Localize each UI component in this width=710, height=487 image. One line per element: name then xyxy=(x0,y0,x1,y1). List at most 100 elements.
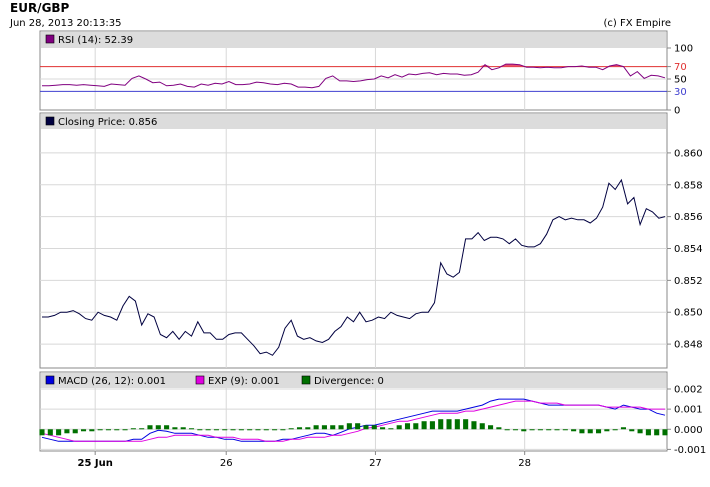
macd-divergence-bar-74 xyxy=(654,429,660,436)
macd-divergence-bar-61 xyxy=(546,429,552,431)
macd-divergence-bar-31 xyxy=(296,427,303,430)
price-legend-bar xyxy=(41,114,666,129)
macd-divergence-bar-57 xyxy=(512,429,519,431)
macd-divergence-bar-37 xyxy=(346,423,352,430)
price-tick-label-1: 0.850 xyxy=(674,308,703,319)
macd-divergence-bar-68 xyxy=(604,429,610,432)
macd-divergence-bar-25 xyxy=(247,429,253,431)
copyright-notice: (c) FX Empire xyxy=(603,18,672,29)
x-tick-label-0: 25 Jun xyxy=(77,458,112,469)
macd-legend-swatch-0 xyxy=(45,375,55,385)
macd-divergence-bar-59 xyxy=(529,429,535,431)
rsi-tick-label-0: 0 xyxy=(674,106,680,117)
macd-divergence-bar-23 xyxy=(230,429,236,431)
macd-legend-swatch-2 xyxy=(301,375,311,385)
macd-exp-line xyxy=(41,400,665,442)
price-tick-label-4: 0.856 xyxy=(674,212,703,223)
price-tick-label-0: 0.848 xyxy=(674,340,703,351)
chart-title: EUR/GBP xyxy=(10,1,70,15)
macd-divergence-bar-49 xyxy=(446,419,452,430)
macd-divergence-bar-2 xyxy=(56,429,62,436)
macd-divergence-bar-35 xyxy=(330,425,336,430)
macd-divergence-bar-64 xyxy=(571,429,577,432)
price-legend-swatch-0 xyxy=(45,116,55,126)
macd-divergence-bar-27 xyxy=(263,429,269,431)
macd-divergence-bar-69 xyxy=(612,429,618,431)
macd-divergence-bar-8 xyxy=(105,429,111,431)
macd-divergence-bar-53 xyxy=(479,423,485,430)
macd-divergence-bar-47 xyxy=(429,421,435,430)
macd-divergence-bar-22 xyxy=(222,429,228,431)
x-tick-label-1: 26 xyxy=(220,458,233,469)
macd-divergence-bar-42 xyxy=(388,428,394,430)
macd-tick-label-1: 0.000 xyxy=(674,425,703,436)
macd-tick-label-3: 0.002 xyxy=(674,385,703,396)
rsi-legend-label-0: RSI (14): 52.39 xyxy=(58,35,133,46)
macd-divergence-bar-7 xyxy=(97,429,103,431)
macd-divergence-bar-75 xyxy=(662,429,668,436)
macd-divergence-bar-34 xyxy=(321,425,327,430)
macd-divergence-bar-17 xyxy=(180,427,186,430)
macd-divergence-bar-46 xyxy=(421,421,427,430)
macd-divergence-bar-62 xyxy=(554,429,560,431)
macd-divergence-bar-13 xyxy=(147,425,153,430)
rsi-tick-label-4: 100 xyxy=(674,44,693,55)
macd-divergence-bar-48 xyxy=(438,419,444,430)
macd-divergence-bar-6 xyxy=(89,429,95,432)
macd-divergence-bar-11 xyxy=(130,428,136,430)
macd-divergence-bar-0 xyxy=(39,429,45,436)
rsi-legend-bar xyxy=(41,32,666,48)
x-tick-label-3: 28 xyxy=(518,458,531,469)
macd-divergence-bar-55 xyxy=(496,427,502,430)
macd-divergence-bar-9 xyxy=(114,429,120,431)
macd-panel: -0.001 0.000 0.001 0.002 MACD (26, 12): 0.00… xyxy=(39,371,706,456)
macd-divergence-bar-32 xyxy=(305,427,311,430)
macd-divergence-bar-28 xyxy=(272,429,278,431)
price-tick-label-3: 0.854 xyxy=(674,244,703,255)
macd-divergence-bar-38 xyxy=(355,423,361,430)
macd-divergence-bar-1 xyxy=(47,429,53,436)
macd-divergence-bar-71 xyxy=(629,429,635,432)
macd-legend-label-0: MACD (26, 12): 0.001 xyxy=(58,376,166,387)
chart-timestamp: Jun 28, 2013 20:13:35 xyxy=(10,18,122,29)
macd-legend-label-1: EXP (9): 0.001 xyxy=(208,376,280,387)
price-tick-label-5: 0.858 xyxy=(674,180,703,191)
price-value-line xyxy=(42,178,666,356)
macd-divergence-bar-4 xyxy=(72,429,78,434)
macd-divergence-bar-33 xyxy=(313,425,319,430)
macd-divergence-bar-41 xyxy=(380,427,386,430)
macd-divergence-bar-3 xyxy=(64,429,70,434)
macd-divergence-bar-63 xyxy=(562,429,568,431)
price-legend-label-0: Closing Price: 0.856 xyxy=(58,117,157,128)
macd-tick-label-2: 0.001 xyxy=(674,405,703,416)
price-tick-label-6: 0.860 xyxy=(674,148,703,159)
macd-divergence-bar-66 xyxy=(587,429,593,434)
macd-divergence-bar-58 xyxy=(521,429,527,432)
macd-divergence-bar-40 xyxy=(371,425,377,430)
macd-divergence-bar-50 xyxy=(454,419,460,430)
macd-divergence-bar-30 xyxy=(288,428,294,430)
macd-divergence-bar-5 xyxy=(80,429,87,432)
macd-divergence-bar-39 xyxy=(363,425,369,430)
macd-divergence-bar-54 xyxy=(488,425,494,430)
rsi-overbought-fill xyxy=(42,64,665,67)
macd-divergence-bar-19 xyxy=(197,429,203,431)
macd-divergence-bar-14 xyxy=(155,425,161,430)
rsi-legend-swatch-0 xyxy=(45,34,55,44)
macd-divergence-bar-45 xyxy=(413,423,419,430)
macd-divergence-bar-44 xyxy=(404,423,411,430)
macd-divergence-bar-24 xyxy=(238,429,244,431)
macd-divergence-bar-36 xyxy=(338,425,344,430)
macd-divergence-bar-20 xyxy=(205,429,211,431)
macd-divergence-bar-43 xyxy=(396,425,402,430)
rsi-value-line xyxy=(42,63,666,89)
macd-divergence-bar-52 xyxy=(471,421,477,430)
macd-divergence-bar-29 xyxy=(280,429,286,431)
macd-divergence-bar-67 xyxy=(596,429,602,434)
macd-divergence-bar-70 xyxy=(620,427,627,430)
rsi-tick-label-2: 50 xyxy=(674,75,687,86)
macd-divergence-bar-73 xyxy=(645,429,651,436)
macd-divergence-bar-56 xyxy=(504,429,510,431)
